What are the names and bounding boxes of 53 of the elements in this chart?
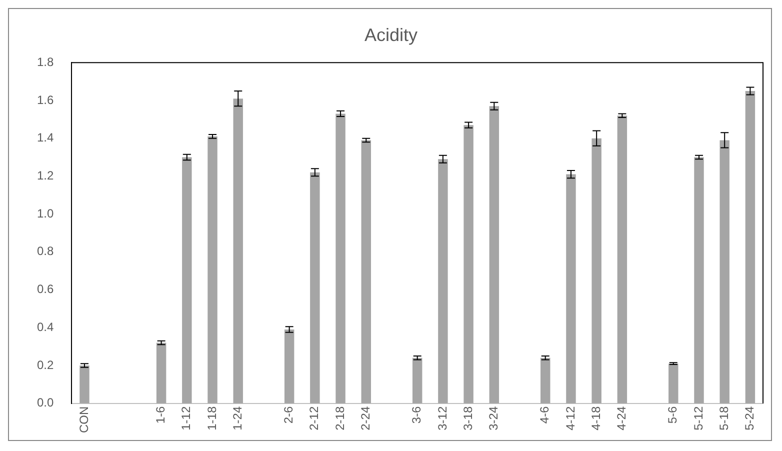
x-tick-label: 1-6 <box>154 406 168 424</box>
x-tick-label: 1-18 <box>204 406 219 430</box>
bar <box>156 342 166 404</box>
x-tick-label: 3-18 <box>460 406 475 430</box>
x-tick-label: 5-18 <box>716 406 731 430</box>
x-tick-label: 4-12 <box>563 406 578 430</box>
x-tick-label: 1-12 <box>179 406 194 430</box>
bar <box>336 114 346 404</box>
bar <box>208 136 218 404</box>
x-tick-label: 4-18 <box>588 406 603 430</box>
bar <box>361 140 371 404</box>
x-tick-label: CON <box>76 406 91 434</box>
y-tick-label: 0.0 <box>36 396 54 410</box>
bar <box>464 125 474 404</box>
bar <box>720 140 730 404</box>
x-tick-label: 2-6 <box>282 406 296 424</box>
y-tick-label: 0.2 <box>36 358 54 372</box>
x-tick-label: 5-24 <box>742 406 757 430</box>
bar <box>284 330 294 404</box>
y-tick-label: 1.6 <box>36 92 54 107</box>
y-tick-label: 0.6 <box>36 282 54 296</box>
bar <box>412 358 422 404</box>
bar <box>310 172 320 404</box>
bar <box>566 174 576 404</box>
x-tick-label: 3-12 <box>435 406 450 430</box>
x-tick-label: 1-24 <box>230 406 244 430</box>
bar <box>617 116 628 404</box>
y-tick-label: 1.8 <box>36 54 54 69</box>
bar <box>668 364 678 404</box>
x-tick-label: 3-6 <box>410 406 424 424</box>
x-tick-label: 4-6 <box>538 406 552 424</box>
x-tick-label: 3-24 <box>486 406 500 430</box>
y-tick-label: 0.8 <box>36 244 54 258</box>
bar <box>182 157 192 404</box>
x-tick-label: 5-6 <box>666 406 680 424</box>
x-tick-label: 2-18 <box>332 406 347 430</box>
y-tick-label: 0.4 <box>36 320 54 334</box>
bar <box>592 138 602 404</box>
bar <box>233 98 243 404</box>
bar <box>438 159 448 404</box>
x-tick-label: 4-24 <box>614 406 628 430</box>
x-tick-label: 2-12 <box>307 406 322 430</box>
bar <box>745 90 756 404</box>
chart-title: Acidity <box>364 24 418 45</box>
bar <box>489 106 500 404</box>
y-tick-label: 1.2 <box>36 168 54 182</box>
bar <box>694 157 704 404</box>
y-tick-label: 1.4 <box>36 130 54 145</box>
bar <box>540 358 550 404</box>
bar <box>80 365 90 404</box>
y-tick-label: 1.0 <box>36 206 54 220</box>
x-tick-label: 5-12 <box>691 406 706 430</box>
x-tick-label: 2-24 <box>358 406 372 430</box>
